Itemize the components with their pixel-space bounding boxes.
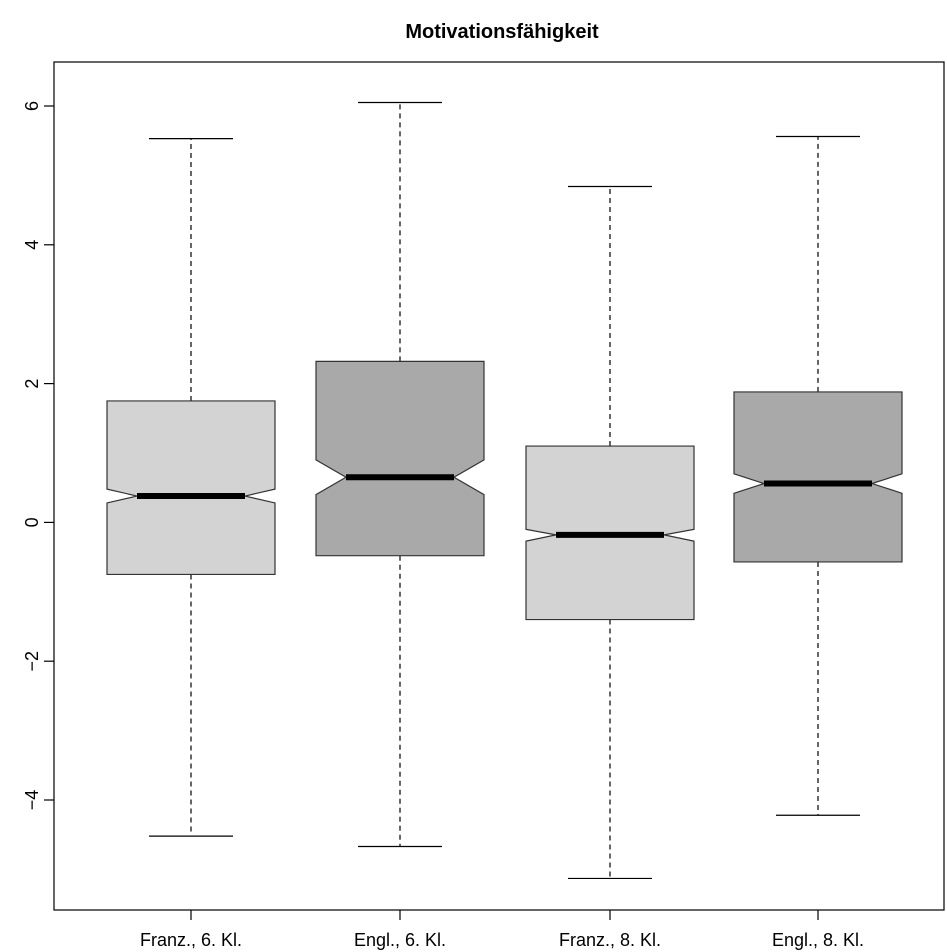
y-tick-label: 2 xyxy=(22,379,42,389)
chart-title: Motivationsfähigkeit xyxy=(405,21,599,43)
box-body xyxy=(315,360,485,557)
x-axis: Franz., 6. Kl. Engl., 6. Kl. Franz., 8. Kl… xyxy=(140,910,864,950)
y-tick-label: 6 xyxy=(22,101,42,111)
x-tick-label: Engl., 6. Kl. xyxy=(354,930,446,950)
x-tick-label: Franz., 6. Kl. xyxy=(140,930,242,950)
y-tick-label: 4 xyxy=(22,240,42,250)
y-tick-label: 0 xyxy=(22,517,42,527)
y-tick-label: −2 xyxy=(22,651,42,672)
plot-frame xyxy=(53,61,945,911)
boxes-group xyxy=(106,101,903,880)
box-body xyxy=(106,400,276,576)
y-tick-label: −4 xyxy=(22,790,42,811)
y-axis: 6 4 2 0 −2 −4 xyxy=(22,101,54,810)
box-body xyxy=(733,391,903,563)
x-tick-label: Franz., 8. Kl. xyxy=(559,930,661,950)
x-tick-label: Engl., 8. Kl. xyxy=(772,930,864,950)
